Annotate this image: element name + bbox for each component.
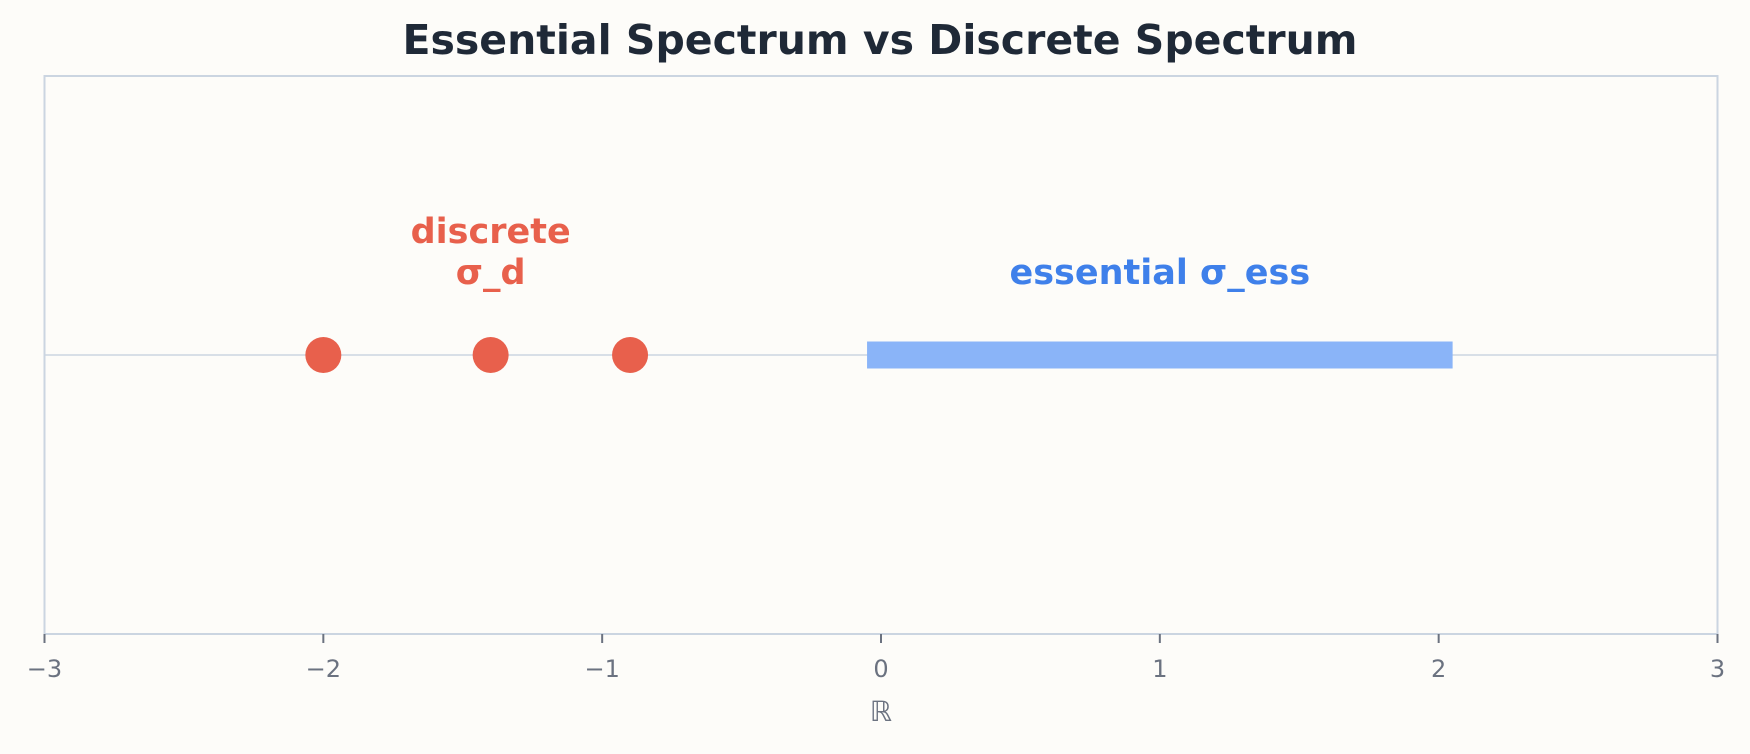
chart-title: Essential Spectrum vs Discrete Spectrum [402,16,1357,64]
x-tick-label: −1 [584,655,619,683]
x-tick-label: −3 [27,655,62,683]
discrete-point [472,337,509,373]
discrete-point [305,337,342,373]
x-axis-label: ℝ [870,695,892,728]
x-tick-label: 1 [1152,655,1167,683]
x-tick-label: 3 [1710,655,1725,683]
discrete-label: σ_d [456,253,526,293]
discrete-label: discrete [411,212,571,252]
x-tick-label: 0 [873,655,888,683]
discrete-point [612,337,649,373]
essential-label: essential σ_ess [1009,253,1310,293]
x-tick-label: −2 [306,655,341,683]
essential-band [867,341,1453,369]
x-tick-label: 2 [1431,655,1446,683]
